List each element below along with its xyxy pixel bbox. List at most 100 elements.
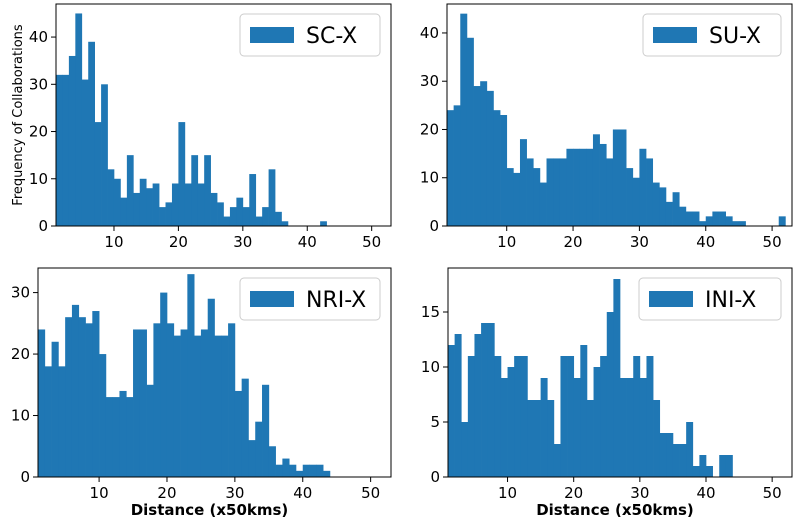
- bar: [113, 178, 121, 226]
- y-tick-label: 10: [29, 170, 48, 188]
- bar: [81, 79, 89, 226]
- bar: [573, 148, 581, 226]
- axes-frame: [37, 267, 392, 478]
- bar: [586, 148, 594, 226]
- x-tick-label: 50: [362, 233, 381, 251]
- bar: [139, 178, 147, 226]
- y-tick-label: 5: [430, 413, 440, 431]
- bar: [241, 378, 249, 477]
- bar: [194, 335, 202, 477]
- bar: [180, 329, 188, 477]
- bar: [639, 378, 647, 477]
- bar: [210, 192, 218, 226]
- legend-label: NRI-X: [306, 288, 366, 313]
- bar: [620, 378, 627, 477]
- bar: [126, 397, 134, 477]
- bar: [653, 400, 661, 477]
- bar: [487, 323, 495, 477]
- bar: [606, 158, 614, 226]
- panel-nri-x: 10 20 30 40 50 0 10 20 30 NRI-X Distance (x50kms): [11, 267, 392, 519]
- bar: [672, 192, 680, 226]
- bar: [453, 105, 461, 226]
- bar: [514, 356, 522, 477]
- bar: [699, 221, 707, 226]
- bar: [580, 345, 588, 477]
- bar: [159, 207, 166, 226]
- x-tick-label: 20: [169, 233, 188, 251]
- bar: [139, 329, 147, 477]
- y-tick-label: 40: [420, 24, 439, 42]
- bar: [560, 356, 568, 477]
- bar: [44, 366, 52, 477]
- bar: [92, 311, 100, 477]
- bar: [600, 356, 608, 477]
- bar: [513, 172, 521, 226]
- bar: [51, 341, 59, 477]
- bar: [519, 139, 527, 226]
- bar: [217, 202, 224, 226]
- bar: [229, 207, 237, 226]
- bar: [152, 183, 160, 226]
- bar: [547, 400, 555, 477]
- bar: [632, 177, 640, 226]
- x-tick-label: 50: [763, 233, 782, 251]
- bar: [659, 433, 667, 477]
- bar: [494, 356, 502, 477]
- bar: [62, 74, 70, 226]
- y-tick-label: 40: [29, 28, 48, 46]
- bar: [234, 390, 243, 477]
- bar: [533, 168, 541, 226]
- bar: [666, 433, 674, 477]
- bar: [248, 440, 256, 477]
- x-tick-label: 50: [763, 484, 782, 502]
- bar: [184, 183, 192, 226]
- bar: [500, 115, 508, 226]
- x-tick-label: 10: [104, 233, 123, 251]
- bar: [447, 110, 454, 226]
- bar: [221, 335, 229, 477]
- bar: [146, 188, 153, 226]
- bar: [197, 183, 205, 226]
- bar: [268, 169, 276, 226]
- bar: [679, 444, 687, 477]
- bar: [540, 378, 548, 477]
- y-tick-label: 10: [11, 407, 30, 425]
- bar: [88, 41, 95, 226]
- bar: [725, 455, 733, 477]
- bar: [686, 422, 694, 477]
- y-tick-label: 30: [29, 75, 48, 93]
- bar: [461, 422, 469, 477]
- bar: [526, 158, 534, 226]
- bar: [692, 466, 700, 477]
- bar: [236, 197, 244, 226]
- x-tick-label: 30: [225, 484, 244, 502]
- bar: [706, 466, 713, 477]
- bar: [146, 384, 154, 477]
- bar: [566, 148, 574, 226]
- bar: [725, 216, 733, 226]
- bar: [214, 335, 222, 477]
- y-tick-label: 20: [29, 123, 48, 141]
- bar: [619, 129, 627, 226]
- bar: [262, 207, 269, 226]
- bar: [262, 384, 270, 477]
- bar: [275, 211, 282, 226]
- bar: [705, 216, 713, 226]
- bar: [659, 187, 667, 226]
- bar: [665, 201, 673, 226]
- bar: [207, 298, 215, 477]
- y-tick-label: 30: [420, 72, 439, 90]
- bar: [153, 323, 161, 477]
- bar: [160, 292, 168, 477]
- bar: [200, 329, 209, 477]
- y-tick-label: 20: [420, 120, 439, 138]
- bar: [719, 455, 727, 477]
- bar: [593, 367, 601, 477]
- legend-swatch: [250, 27, 294, 43]
- axes-frame: [447, 267, 793, 478]
- bar: [486, 90, 494, 227]
- bar: [712, 211, 720, 226]
- bar: [553, 444, 561, 477]
- x-tick-label: 40: [293, 484, 312, 502]
